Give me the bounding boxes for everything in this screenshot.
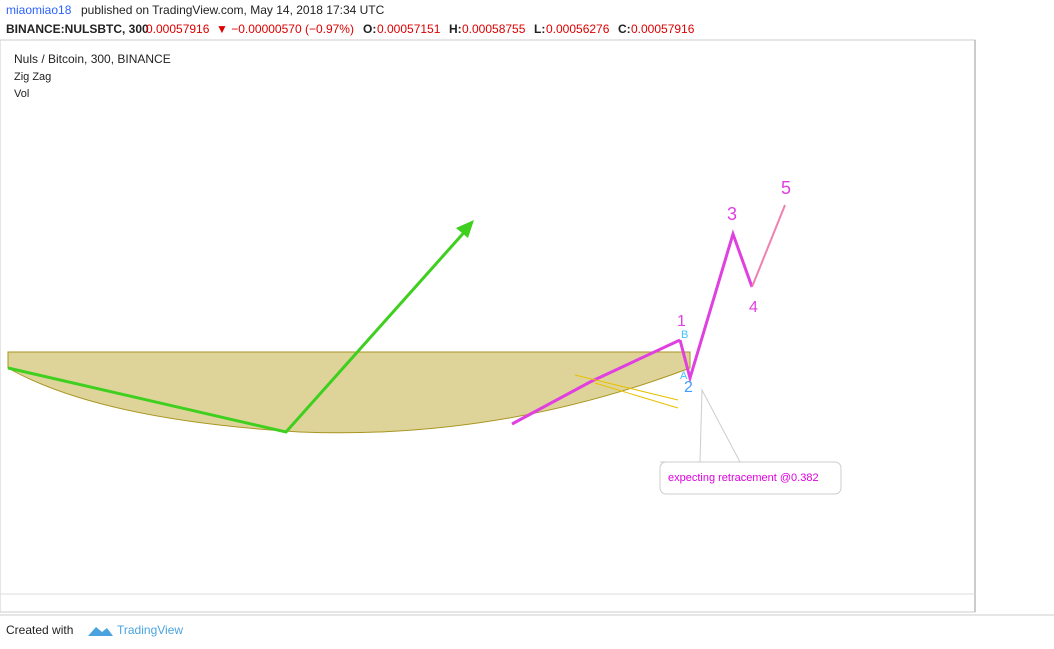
wave-5 [751, 204, 786, 288]
plot-area [0, 39, 976, 613]
chart-title: Nuls / Bitcoin, 300, BINANCE [14, 52, 171, 66]
author[interactable]: miaomiao18 [6, 3, 72, 17]
cup-shape [7, 351, 691, 434]
callout-box [659, 388, 842, 495]
high: 0.00058755 [462, 22, 526, 36]
low-label: L: [534, 22, 545, 36]
change: ▼ −0.00000570 (−0.97%) [216, 22, 354, 36]
callout: expecting retracement @0.382 [668, 472, 819, 484]
last: 0.00057916 [146, 22, 210, 36]
open: 0.00057151 [377, 22, 441, 36]
high-label: H: [449, 22, 462, 36]
arrow-path [7, 227, 470, 434]
indicator: Zig Zag [14, 71, 51, 83]
symbol: BINANCE:NULSBTC, 300 [6, 22, 149, 36]
published: published on TradingView.com, May 14, 20… [81, 3, 385, 17]
channel-bottom [594, 382, 679, 409]
channel-top [574, 374, 679, 401]
low: 0.00056276 [546, 22, 610, 36]
correction-label: A [680, 370, 688, 382]
header: miaomiao18 published on TradingView.com,… [6, 3, 695, 36]
close: 0.00057916 [631, 22, 695, 36]
close-label: C: [618, 22, 631, 36]
brand[interactable]: TradingView [117, 623, 183, 637]
wave-label: 1 [677, 313, 686, 330]
wave-label: 2 [684, 379, 693, 396]
wave-1 [511, 338, 681, 426]
arrowhead [456, 220, 474, 238]
footer-text: Created with [6, 623, 73, 637]
open-label: O: [363, 22, 376, 36]
logo [88, 627, 113, 636]
wave-2-4 [678, 229, 754, 384]
wave-label: 5 [781, 178, 791, 198]
indicator: Vol [14, 88, 29, 100]
wave-label: 3 [727, 204, 737, 224]
correction-label: B [681, 329, 688, 341]
wave-label: 4 [749, 299, 758, 316]
